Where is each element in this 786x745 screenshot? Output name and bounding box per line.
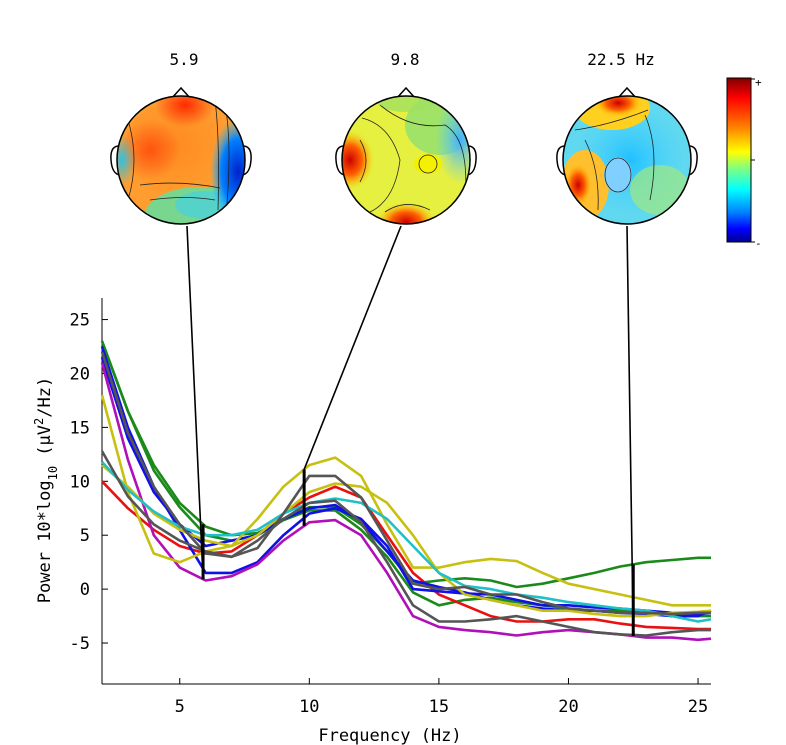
y-tick-label: -5 bbox=[70, 634, 90, 654]
y-axis-label-unit-a: (μV bbox=[35, 425, 55, 456]
y-axis-label: Power 10*log10 (μV2/Hz) bbox=[32, 377, 60, 603]
series-line-11 bbox=[100, 351, 711, 637]
x-tick-label: 15 bbox=[429, 697, 449, 717]
x-tick-label: 5 bbox=[175, 697, 185, 717]
y-tick-label: 5 bbox=[80, 526, 90, 546]
topomap-1 bbox=[110, 86, 252, 225]
series-line-8 bbox=[101, 464, 712, 618]
y-axis-label-superscript: 2 bbox=[32, 418, 46, 425]
y-tick-label: 10 bbox=[70, 472, 90, 492]
colorbar bbox=[726, 77, 752, 243]
series-layer bbox=[100, 340, 712, 642]
x-tick-label: 25 bbox=[688, 697, 708, 717]
svg-text:Power 10*log10 (μV2/Hz): Power 10*log10 (μV2/Hz) bbox=[32, 377, 60, 603]
y-tick-label: 20 bbox=[70, 364, 90, 384]
x-tick-label: 10 bbox=[299, 697, 319, 717]
topomap-connectors bbox=[186, 225, 635, 637]
series-line-6 bbox=[100, 362, 712, 642]
topomap-2 bbox=[335, 86, 477, 225]
series-line-10 bbox=[100, 450, 711, 616]
y-axis-label-subscript: 10 bbox=[46, 466, 60, 480]
y-tick-label: 25 bbox=[70, 311, 90, 331]
y-axis-label-prefix: Power 10*log bbox=[35, 480, 55, 603]
series-line-9 bbox=[101, 461, 712, 623]
topomap-1-label: 5.9 bbox=[170, 50, 199, 69]
x-tick-label: 20 bbox=[558, 697, 578, 717]
colorbar-max-label: + bbox=[755, 76, 762, 89]
y-tick-label: 0 bbox=[80, 580, 90, 600]
y-tick-label: 15 bbox=[70, 418, 90, 438]
topomap-3-label: 22.5 Hz bbox=[587, 50, 654, 69]
topomap-3 bbox=[556, 86, 698, 225]
connector-line-1 bbox=[186, 225, 204, 580]
connector-line-2 bbox=[303, 225, 402, 470]
connector-line-3 bbox=[626, 225, 635, 637]
topomap-2-label: 9.8 bbox=[391, 50, 420, 69]
y-axis-label-unit-b: /Hz) bbox=[35, 377, 55, 418]
x-axis-label: Frequency (Hz) bbox=[318, 726, 461, 745]
plot-axes bbox=[101, 298, 711, 685]
colorbar-min-label: - bbox=[755, 237, 762, 250]
